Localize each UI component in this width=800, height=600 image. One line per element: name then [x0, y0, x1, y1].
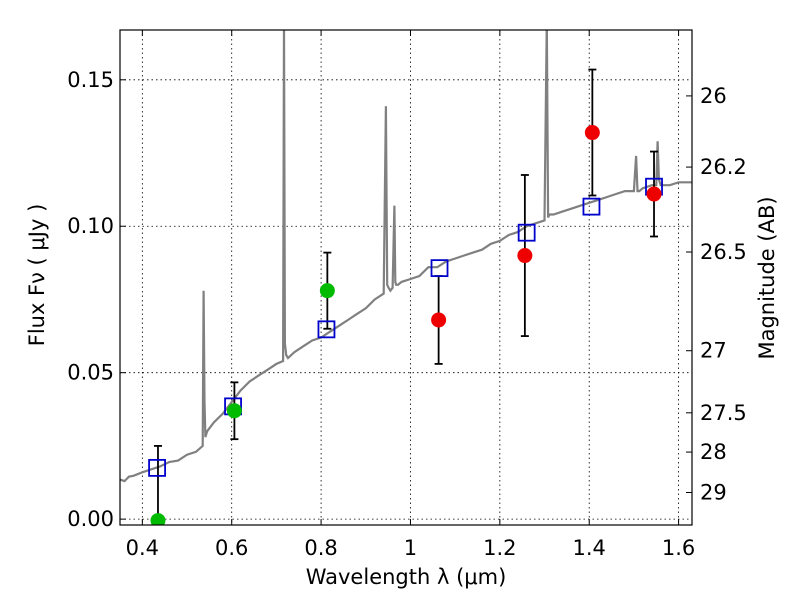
x-tick-label: 0.8 — [304, 536, 337, 560]
axis-ticks — [120, 30, 692, 525]
y-tick-labels: 0.00 0.05 0.10 0.15 — [67, 68, 114, 531]
observed-point — [226, 403, 242, 419]
observed-point — [319, 283, 335, 299]
observed-point — [584, 125, 600, 141]
model-photometry-square — [317, 320, 336, 339]
y2-tick-label: 29 — [700, 480, 727, 504]
y-tick-label: 0.10 — [67, 214, 114, 238]
observed-point — [431, 312, 447, 328]
observed-point — [646, 186, 662, 202]
x-tick-label: 0.4 — [126, 536, 159, 560]
y2-tick-label: 27.5 — [700, 401, 747, 425]
y-tick-label: 0.15 — [67, 68, 114, 92]
x-tick-label: 1.6 — [662, 536, 695, 560]
observed-point — [517, 248, 533, 264]
plot-area — [120, 30, 692, 525]
y2-tick-label: 26.5 — [700, 240, 747, 264]
grid-lines — [120, 30, 692, 525]
model-photometry-markers — [148, 177, 663, 477]
x-tick-label: 1.4 — [573, 536, 606, 560]
model-photometry-square — [430, 259, 449, 278]
y2-tick-label: 28 — [700, 440, 727, 464]
y2-tick-label: 26.2 — [700, 155, 747, 179]
model-photometry-square — [582, 197, 601, 216]
x-tick-label: 1.2 — [483, 536, 516, 560]
y2-axis-label: Magnitude (AB) — [755, 196, 779, 359]
model-photometry-square — [148, 458, 166, 477]
x-axis-label: Wavelength λ (μm) — [306, 565, 507, 589]
plot-frame — [119, 29, 693, 526]
y-tick-label: 0.00 — [67, 507, 114, 531]
y2-tick-label: 26 — [700, 84, 727, 108]
x-tick-label: 0.6 — [215, 536, 248, 560]
observed-points — [150, 125, 662, 525]
error-bars — [153, 68, 659, 525]
y-axis-label: Flux Fν ( μJy ) — [25, 204, 49, 347]
model-spectrum-line — [120, 30, 692, 483]
y-tick-label: 0.05 — [67, 361, 114, 385]
x-tick-label: 1 — [404, 536, 417, 560]
observed-point — [150, 513, 166, 525]
y2-tick-labels: 26 26.2 26.5 27 27.5 28 29 — [700, 84, 747, 505]
y2-tick-label: 27 — [700, 339, 727, 363]
x-tick-labels: 0.4 0.6 0.8 1 1.2 1.4 1.6 — [126, 536, 696, 560]
model-photometry-square — [517, 223, 536, 242]
